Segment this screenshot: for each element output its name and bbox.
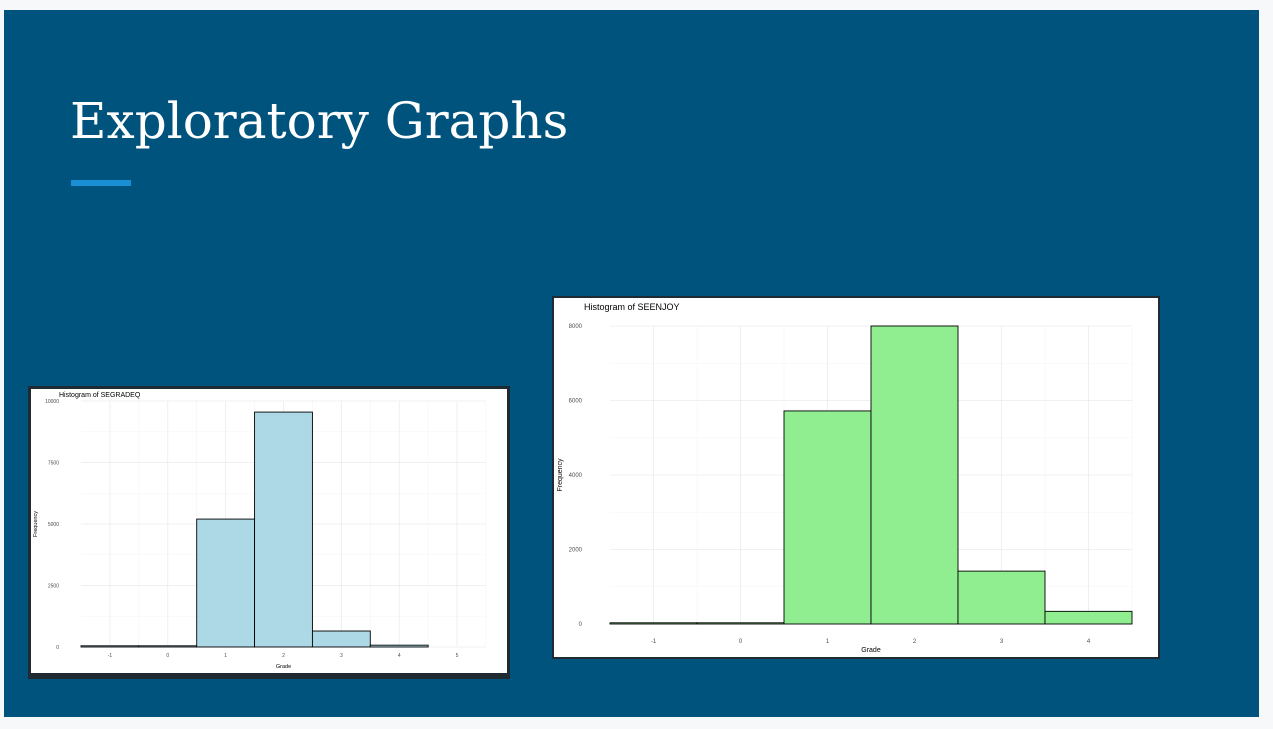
- x-tick-label: 2: [913, 639, 917, 645]
- histogram-bar: [196, 518, 256, 648]
- histogram-bar: [783, 410, 872, 625]
- x-tick-label: -1: [108, 653, 113, 659]
- histogram-bar: [254, 411, 313, 648]
- y-tick-label: 0: [579, 622, 583, 628]
- histogram-seenjoy: 0 2000 4000 6000 8000 -1 0 1 2 3 4 Grade Frequency Hi…: [557, 302, 1133, 654]
- x-tick-label: 3: [340, 653, 343, 659]
- y-tick-label: 5000: [48, 522, 59, 528]
- histogram-seenjoy-frame: 0 2000 4000 6000 8000 -1 0 1 2 3 4 Grade Frequency Hi…: [552, 296, 1160, 659]
- x-tick-label: -1: [651, 639, 657, 645]
- histogram-bar: [1044, 610, 1133, 625]
- y-axis-label: Frequency: [557, 458, 564, 492]
- x-tick-label: 0: [166, 653, 169, 659]
- y-tick-label: 2500: [48, 583, 59, 589]
- y-tick-label: 6000: [569, 399, 583, 405]
- histogram-bar: [957, 570, 1046, 625]
- x-tick-label: 2: [282, 653, 285, 659]
- y-tick-label: 7500: [48, 460, 59, 466]
- y-tick-label: 10000: [45, 399, 59, 405]
- y-tick-label: 4000: [569, 473, 583, 479]
- y-tick-label: 8000: [569, 324, 583, 330]
- title-accent-bar: [71, 180, 131, 186]
- x-axis-label: Grade: [861, 647, 881, 654]
- histogram-bar: [609, 622, 698, 625]
- x-tick-label: 0: [739, 639, 743, 645]
- histogram-bar: [870, 325, 959, 625]
- y-tick-label: 2000: [569, 548, 583, 554]
- chart-title: Histogram of SEGRADEQ: [59, 392, 141, 399]
- x-axis-label: Grade: [276, 664, 291, 670]
- x-tick-label: 1: [826, 639, 830, 645]
- x-tick-label: 5: [456, 653, 459, 659]
- slide-title: Exploratory Graphs: [70, 92, 569, 150]
- histogram-bar: [138, 645, 198, 648]
- y-tick-label: 0: [56, 645, 59, 651]
- x-tick-label: 3: [1000, 639, 1004, 645]
- histogram-bar: [311, 630, 371, 648]
- histogram-bar: [369, 644, 429, 648]
- x-tick-label: 4: [1087, 639, 1091, 645]
- x-tick-label: 4: [398, 653, 401, 659]
- histogram-bar: [80, 645, 140, 648]
- y-axis-label: Frequency: [33, 511, 39, 537]
- histogram-bar: [696, 622, 785, 625]
- histogram-segradeq-frame: 0 2500 5000 7500 10000 -1 0 1 2 3 4 5 Grade Frequency…: [28, 386, 510, 679]
- x-tick-label: 1: [224, 653, 227, 659]
- chart-title: Histogram of SEENJOY: [584, 302, 680, 312]
- histogram-segradeq: 0 2500 5000 7500 10000 -1 0 1 2 3 4 5 Grade Frequency…: [33, 392, 487, 670]
